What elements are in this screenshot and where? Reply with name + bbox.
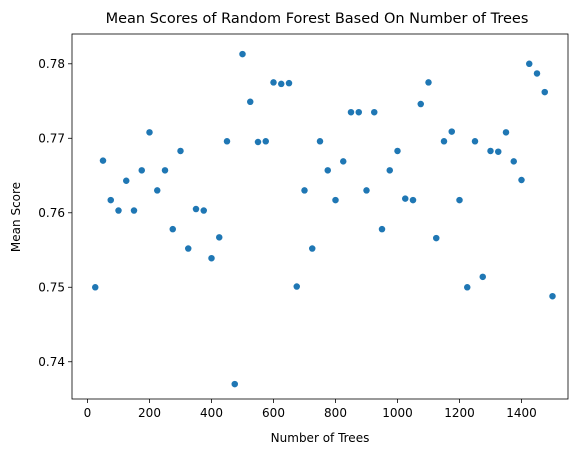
data-point — [169, 226, 176, 233]
y-axis-ticks: 0.74 0.75 0.76 0.77 0.78 — [38, 57, 72, 369]
data-point — [386, 167, 393, 174]
data-point — [394, 147, 401, 154]
x-tick-label: 0 — [84, 406, 92, 420]
data-point — [448, 128, 455, 135]
y-axis-label: Mean Score — [9, 182, 23, 252]
data-point — [107, 197, 114, 204]
y-tick-label: 0.77 — [38, 131, 65, 145]
data-point — [363, 187, 370, 194]
y-tick-label: 0.76 — [38, 206, 65, 220]
data-point — [526, 60, 533, 67]
data-point — [510, 158, 517, 165]
data-point — [533, 70, 540, 77]
data-point — [433, 235, 440, 242]
data-point — [247, 98, 254, 105]
y-tick-label: 0.75 — [38, 280, 65, 294]
x-tick-label: 600 — [262, 406, 285, 420]
data-point — [332, 197, 339, 204]
data-point — [324, 167, 331, 174]
data-point — [309, 245, 316, 252]
data-point — [487, 147, 494, 154]
y-tick-label: 0.74 — [38, 355, 65, 369]
x-tick-label: 200 — [138, 406, 161, 420]
data-point — [355, 109, 362, 116]
data-point — [347, 109, 354, 116]
data-point — [154, 187, 161, 194]
data-point — [409, 197, 416, 204]
data-point — [301, 187, 308, 194]
data-point — [270, 79, 277, 86]
x-tick-label: 1400 — [506, 406, 537, 420]
data-point — [549, 293, 556, 300]
data-point — [223, 138, 230, 145]
data-point — [340, 158, 347, 165]
data-point — [316, 138, 323, 145]
data-point — [471, 138, 478, 145]
chart-title: Mean Scores of Random Forest Based On Nu… — [106, 11, 529, 27]
x-axis-ticks: 0 200 400 600 800 1000 1200 1400 — [84, 399, 537, 420]
data-point — [518, 176, 525, 183]
x-axis-label: Number of Trees — [271, 431, 370, 445]
data-point — [456, 197, 463, 204]
plot-frame — [72, 34, 568, 399]
data-points — [92, 51, 556, 388]
data-point — [138, 167, 145, 174]
data-point — [278, 80, 285, 87]
x-tick-label: 1200 — [444, 406, 475, 420]
x-tick-label: 1000 — [382, 406, 413, 420]
data-point — [161, 167, 168, 174]
data-point — [208, 255, 215, 262]
data-point — [479, 273, 486, 280]
data-point — [254, 138, 261, 145]
data-point — [440, 138, 447, 145]
data-point — [502, 129, 509, 136]
data-point — [92, 284, 99, 291]
data-point — [177, 147, 184, 154]
data-point — [417, 100, 424, 107]
data-point — [123, 177, 130, 184]
data-point — [99, 157, 106, 164]
x-tick-label: 400 — [200, 406, 223, 420]
data-point — [402, 195, 409, 202]
data-point — [464, 284, 471, 291]
data-point — [239, 51, 246, 58]
y-tick-label: 0.78 — [38, 57, 65, 71]
data-point — [146, 129, 153, 136]
data-point — [541, 89, 548, 96]
data-point — [185, 245, 192, 252]
data-point — [285, 80, 292, 87]
data-point — [425, 79, 432, 86]
data-point — [371, 109, 378, 116]
data-point — [200, 207, 207, 214]
data-point — [262, 138, 269, 145]
data-point — [216, 234, 223, 241]
data-point — [293, 283, 300, 290]
data-point — [192, 205, 199, 212]
data-point — [130, 207, 137, 214]
data-point — [231, 381, 238, 388]
data-point — [115, 207, 122, 214]
data-point — [495, 148, 502, 155]
data-point — [378, 226, 385, 233]
x-tick-label: 800 — [324, 406, 347, 420]
